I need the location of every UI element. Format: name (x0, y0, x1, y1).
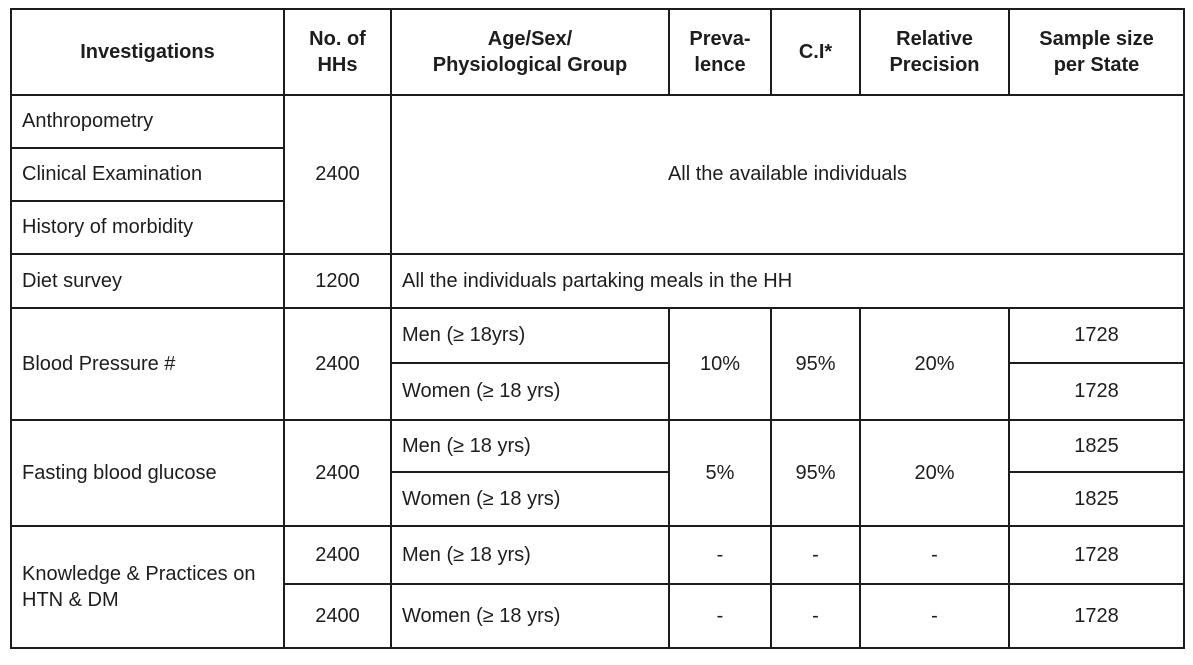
cell-investigation-fasting-glucose: Fasting blood glucose (10, 419, 285, 527)
cell-ci-kp-women: - (770, 583, 861, 649)
cell-group-fbg-men: Men (≥ 18 yrs) (390, 419, 670, 473)
col-header-ci: C.I* (770, 8, 861, 96)
row-blood-pressure-men: Blood Pressure # 2400 Men (≥ 18yrs) 10% … (10, 307, 1185, 421)
col-header-age-sex-group: Age/Sex/ Physiological Group (390, 8, 670, 96)
row-clinical-examination: Clinical Examination (10, 147, 1184, 202)
cell-precision-kp-men: - (859, 525, 1010, 585)
cell-sample-kp-women: 1728 (1008, 583, 1185, 649)
cell-group-fbg-women: Women (≥ 18 yrs) (390, 471, 670, 527)
cell-hhs-fasting-glucose: 2400 (283, 419, 392, 527)
cell-prevalence-kp-men: - (668, 525, 772, 585)
cell-investigation-history-of-morbidity: History of morbidity (10, 200, 285, 255)
cell-prevalence-kp-women: - (668, 583, 772, 649)
cell-hhs-kp-women: 2400 (283, 583, 392, 649)
col-header-investigations: Investigations (10, 8, 285, 96)
row-history-of-morbidity: History of morbidity (10, 200, 1184, 255)
cell-hhs-anthro-group: 2400 (283, 94, 392, 255)
cell-prevalence-fbg: 5% (668, 419, 772, 527)
cell-investigation-diet-survey: Diet survey (10, 253, 285, 309)
cell-precision-fbg: 20% (859, 419, 1010, 527)
row-anthropometry: Anthropometry 2400 All the available ind… (10, 94, 1185, 255)
sampling-design-table: Investigations No. of HHs Age/Sex/ Physi… (10, 8, 1185, 649)
header-row: Investigations No. of HHs Age/Sex/ Physi… (10, 8, 1185, 96)
cell-ci-bp: 95% (770, 307, 861, 421)
cell-ci-kp-men: - (770, 525, 861, 585)
cell-sample-fbg-women: 1825 (1008, 471, 1185, 527)
cell-investigation-clinical-examination: Clinical Examination (10, 147, 285, 202)
cell-investigation-blood-pressure: Blood Pressure # (10, 307, 285, 421)
cell-sample-bp-women: 1728 (1008, 362, 1185, 421)
cell-prevalence-bp: 10% (668, 307, 772, 421)
cell-precision-kp-women: - (859, 583, 1010, 649)
cell-group-kp-women: Women (≥ 18 yrs) (390, 583, 670, 649)
cell-investigation-knowledge-practices: Knowledge & Practices on HTN & DM (10, 525, 285, 649)
row-blood-pressure-women: Women (≥ 18 yrs) 1728 (11, 362, 1185, 421)
col-header-no-of-hhs: No. of HHs (283, 8, 392, 96)
cell-sample-kp-men: 1728 (1008, 525, 1185, 585)
row-fasting-glucose-women: Women (≥ 18 yrs) 1825 (11, 471, 1185, 527)
cell-hhs-blood-pressure: 2400 (283, 307, 392, 421)
row-diet-survey: Diet survey 1200 All the individuals par… (10, 253, 1185, 309)
cell-group-bp-women: Women (≥ 18 yrs) (390, 362, 670, 421)
cell-sample-bp-men: 1728 (1008, 307, 1185, 364)
row-fasting-glucose-men: Fasting blood glucose 2400 Men (≥ 18 yrs… (10, 419, 1185, 527)
cell-note-partaking-meals: All the individuals partaking meals in t… (390, 253, 1185, 309)
cell-group-kp-men: Men (≥ 18 yrs) (390, 525, 670, 585)
col-header-relative-precision: Relative Precision (859, 8, 1010, 96)
col-header-prevalence: Preva- lence (668, 8, 772, 96)
cell-investigation-anthropometry: Anthropometry (10, 94, 285, 149)
cell-group-bp-men: Men (≥ 18yrs) (390, 307, 670, 364)
cell-note-all-available-individuals: All the available individuals (390, 94, 1185, 255)
cell-ci-fbg: 95% (770, 419, 861, 527)
col-header-sample-size: Sample size per State (1008, 8, 1185, 96)
cell-hhs-kp-men: 2400 (283, 525, 392, 585)
row-knowledge-practices-women: 2400 Women (≥ 18 yrs) - - - 1728 (11, 583, 1185, 649)
cell-hhs-diet-survey: 1200 (283, 253, 392, 309)
cell-precision-bp: 20% (859, 307, 1010, 421)
cell-sample-fbg-men: 1825 (1008, 419, 1185, 473)
row-knowledge-practices-men: Knowledge & Practices on HTN & DM 2400 M… (10, 525, 1185, 649)
